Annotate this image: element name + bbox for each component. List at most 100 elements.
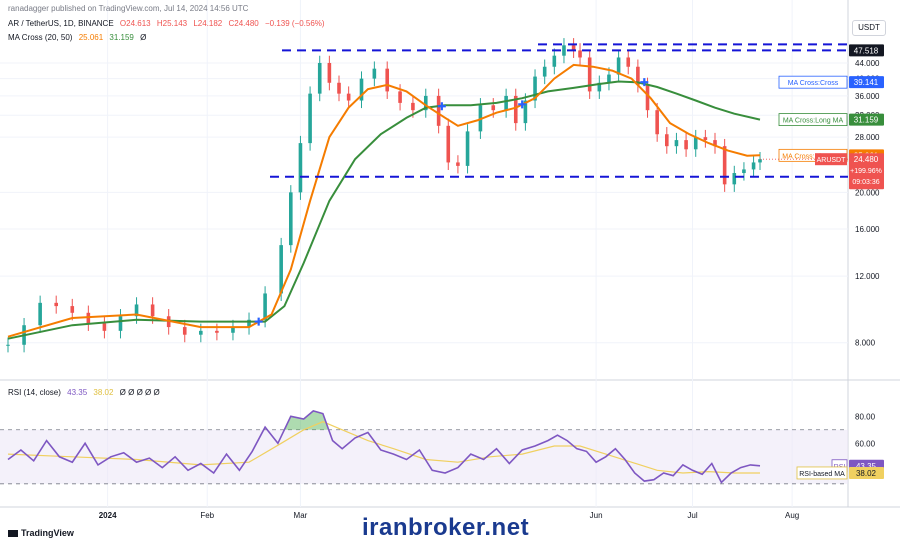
rsi-line <box>7 410 761 484</box>
tradingview-brand: TradingView <box>8 528 74 538</box>
time-tick-label: Jul <box>687 511 697 520</box>
price-candle <box>465 131 470 166</box>
price-candle <box>182 327 187 335</box>
price-candle <box>150 304 155 317</box>
price-candle <box>552 55 557 67</box>
price-candle <box>6 344 10 346</box>
price-candle <box>199 330 203 335</box>
price-candle <box>231 327 235 333</box>
price-candle <box>38 302 42 326</box>
price-candle <box>722 146 727 185</box>
symbol-line: AR / TetherUS, 1D, BINANCE O24.613 H25.1… <box>8 19 329 28</box>
ma-cross-marker <box>640 78 649 87</box>
rsi-legend-value: 43.35 <box>67 388 88 397</box>
ma-extra-value: Ø <box>140 33 147 42</box>
price-candle <box>54 302 59 307</box>
ma-short-value: 25.061 <box>78 33 104 42</box>
ma-long-value: 31.159 <box>109 33 134 42</box>
ma-cross-marker <box>437 102 446 111</box>
price-candle <box>134 304 139 317</box>
ma-short-line <box>7 63 761 338</box>
price-candle <box>102 323 107 331</box>
price-candle <box>542 66 547 77</box>
price-candle <box>742 169 746 174</box>
rsi-ma-value-text: 38.02 <box>856 469 877 478</box>
ohlc-open: O24.613 <box>119 19 151 28</box>
price-candle <box>758 159 762 163</box>
price-candle <box>308 93 312 144</box>
last-price-text: 24.480 <box>854 155 879 164</box>
ma-cross-value-badge <box>849 113 884 126</box>
price-candle <box>247 319 251 328</box>
price-candle <box>456 162 460 166</box>
price-tick-label: 44.000 <box>855 59 880 68</box>
price-candle <box>118 316 123 331</box>
watermark-text: iranbroker.net <box>362 514 530 541</box>
time-tick-label: Mar <box>294 511 308 520</box>
last-price-change: +199.96% <box>850 168 882 175</box>
ohlc-low: L24.182 <box>193 19 223 28</box>
price-candle <box>587 57 592 92</box>
price-candle <box>533 76 537 101</box>
price-candle <box>215 330 219 333</box>
level-price-text: 47.518 <box>854 46 879 55</box>
ma-long-line <box>7 80 761 340</box>
price-candle <box>732 173 737 185</box>
ohlc-high: H25.143 <box>156 19 188 28</box>
ma-cross-label-text: MA Cross:Short MA <box>782 153 844 160</box>
symbol-label-box <box>815 153 847 166</box>
price-candle <box>279 245 283 294</box>
ma-legend-label[interactable]: MA Cross (20, 50) <box>8 33 73 42</box>
ma-cross-label-text: MA Cross:Long MA <box>783 118 844 125</box>
price-candle <box>636 66 640 85</box>
price-pane <box>0 0 848 380</box>
currency-button[interactable]: USDT <box>852 20 886 36</box>
symbol-name[interactable]: AR / TetherUS, 1D, BINANCE <box>8 19 114 28</box>
time-tick-label: Feb <box>200 511 214 520</box>
time-tick-label: Jun <box>590 511 603 520</box>
publisher-text: ranadagger published on TradingView.com,… <box>8 4 249 13</box>
ma-cross-value-badge <box>849 76 884 89</box>
price-candle <box>607 74 611 83</box>
price-tick-label: 12.000 <box>855 272 880 281</box>
ohlc-close: C24.480 <box>228 19 259 28</box>
price-candle <box>513 95 518 124</box>
rsi-legend-label[interactable]: RSI (14, close) <box>8 388 61 397</box>
price-tick-label: 8.000 <box>855 339 876 348</box>
rsi-legend-extra: Ø Ø Ø Ø Ø <box>119 388 160 397</box>
level-price-badge <box>849 44 884 57</box>
rsi-ma-line <box>7 421 760 474</box>
ohlc-change: −0.139 (−0.56%) <box>264 19 325 28</box>
price-tick-label: 16.000 <box>855 225 880 234</box>
last-price-countdown: 09:03:36 <box>852 179 879 186</box>
last-price-badge <box>849 153 884 190</box>
price-candle <box>674 140 679 147</box>
tradingview-brand-text: TradingView <box>21 528 74 538</box>
price-candle <box>423 95 428 111</box>
rsi-ma-value-badge <box>849 466 884 479</box>
price-candle <box>645 84 650 111</box>
ma-cross-label-text: MA Cross:Cross <box>788 80 839 87</box>
price-candle <box>665 134 669 147</box>
price-candle <box>317 62 322 94</box>
rsi-overbought-fill <box>284 410 330 430</box>
price-candle <box>385 68 390 92</box>
price-candle <box>436 95 441 126</box>
price-candle <box>523 100 528 124</box>
ma-cross-value-text: 39.141 <box>854 78 879 87</box>
price-candle <box>446 125 451 163</box>
publisher-line: ranadagger published on TradingView.com,… <box>8 4 252 13</box>
price-candle <box>70 306 75 313</box>
price-candle <box>337 82 341 94</box>
price-tick-label: 20.000 <box>855 188 880 197</box>
price-candle <box>346 93 351 101</box>
price-candle <box>713 140 717 147</box>
rsi-ma-label-box <box>796 466 848 480</box>
rsi-ma-legend-value: 38.02 <box>93 388 114 397</box>
time-tick-label: 2024 <box>99 511 117 520</box>
rsi-tick-label: 80.00 <box>855 412 876 421</box>
price-candle <box>578 50 582 58</box>
price-candle <box>372 68 377 79</box>
price-tick-label: 36.000 <box>855 92 880 101</box>
